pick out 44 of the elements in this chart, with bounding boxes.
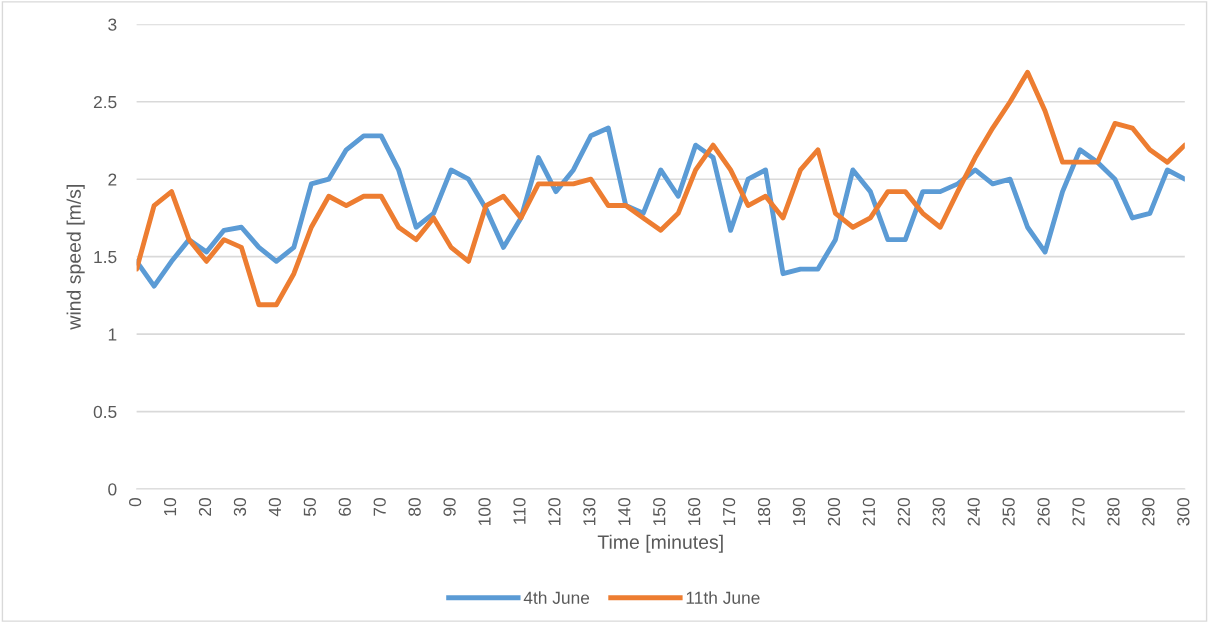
x-tick-label: 150	[653, 498, 666, 526]
line-series	[136, 125, 1185, 289]
x-tick-label: 200	[827, 498, 841, 526]
x-tick-label: 60	[338, 498, 351, 516]
y-tick-label: 2.5	[93, 95, 117, 109]
x-tick-label: 280	[1107, 498, 1120, 526]
x-tick-label: 270	[1072, 498, 1085, 526]
x-tick-label: 70	[373, 498, 386, 516]
legend-label: 11th June	[686, 591, 760, 604]
x-tick-label: 30	[233, 498, 247, 517]
x-tick-label: 290	[1142, 498, 1155, 526]
y-tick-label: 3	[108, 18, 117, 31]
x-tick-label: 120	[548, 498, 561, 526]
line-series	[136, 69, 1185, 308]
x-tick-label: 300	[1177, 498, 1190, 526]
x-tick-label: 260	[1037, 498, 1050, 526]
x-tick-label: 170	[722, 498, 736, 526]
x-tick-label: 0	[128, 498, 142, 507]
x-tick-label: 10	[163, 498, 177, 516]
x-axis-title: Time [minutes]	[597, 534, 723, 553]
y-tick-label: 0	[108, 483, 117, 496]
x-tick-label: 220	[897, 498, 910, 526]
y-tick-label: 0.5	[93, 405, 117, 419]
y-tick-label: 1.5	[94, 251, 117, 264]
y-tick-label: 2	[108, 173, 117, 186]
x-tick-label: 140	[618, 498, 631, 526]
x-tick-label: 160	[688, 498, 701, 526]
x-tick-label: 240	[967, 498, 980, 526]
x-tick-label: 230	[932, 498, 945, 526]
x-tick-label: 50	[303, 498, 316, 516]
y-axis-title: wind speed [m/s]	[66, 185, 85, 330]
y-tick-label: 1	[108, 328, 117, 341]
x-tick-label: 40	[268, 498, 282, 517]
x-tick-label: 90	[443, 498, 456, 516]
x-tick-label: 250	[1002, 498, 1015, 526]
x-tick-label: 180	[757, 498, 771, 526]
x-tick-label: 100	[478, 498, 491, 526]
x-tick-label: 20	[198, 498, 212, 516]
x-tick-label: 130	[583, 498, 596, 526]
x-tick-label: 210	[862, 498, 876, 526]
legend-label: 4th June	[523, 591, 590, 604]
x-tick-label: 190	[792, 498, 806, 526]
x-tick-label: 80	[408, 498, 421, 516]
x-tick-label: 110	[513, 498, 526, 524]
